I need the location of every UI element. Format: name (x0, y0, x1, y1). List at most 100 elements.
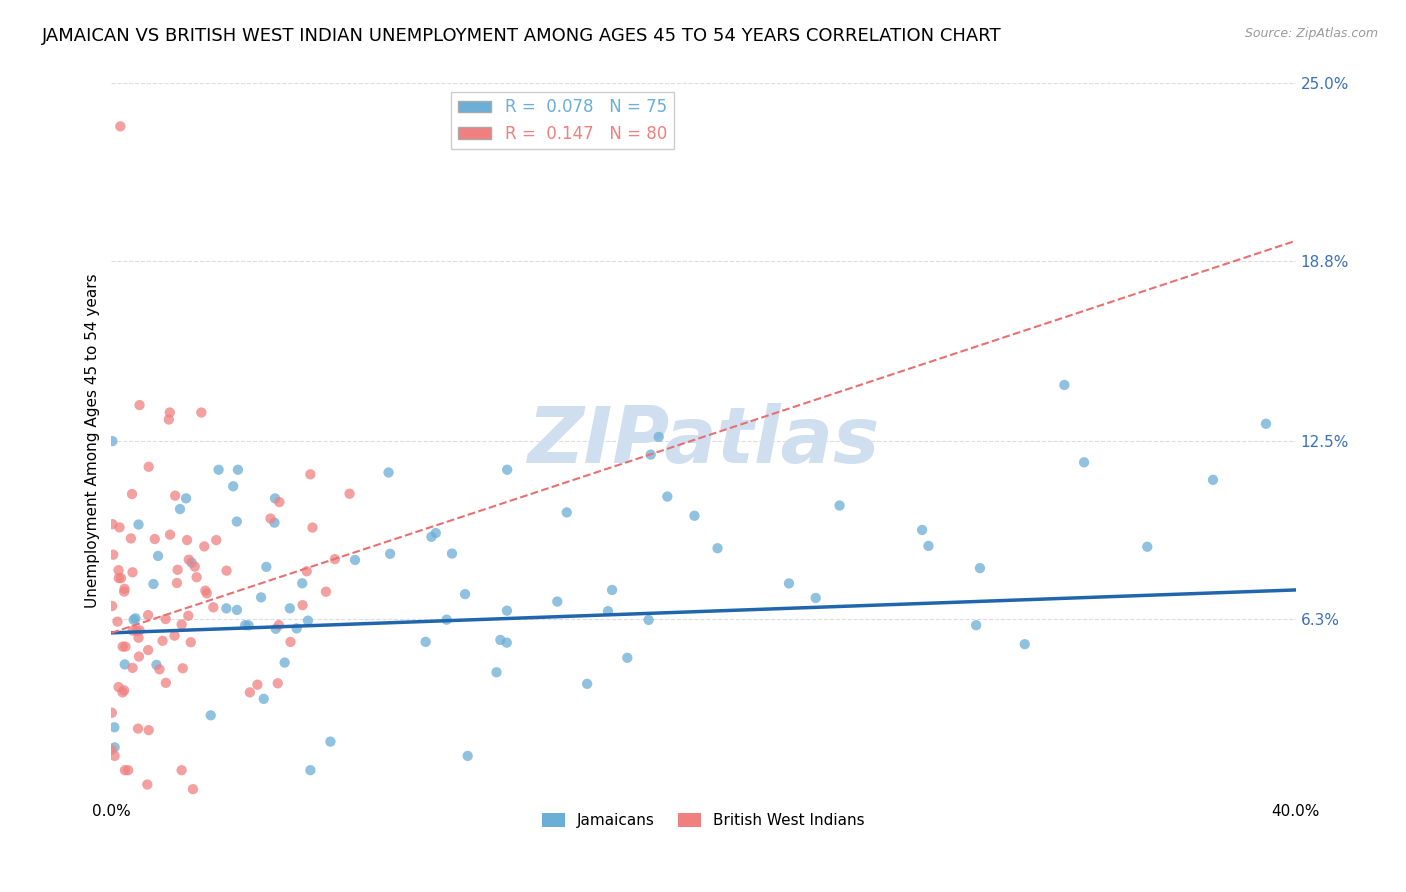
Point (194, 583, 217, 598)
Point (107, 680, 129, 694)
Point (440, 547, 463, 561)
Point (127, 722, 149, 736)
Point (155, 612, 177, 626)
Point (112, 683, 135, 698)
Point (778, 576, 800, 591)
Point (177, 608, 200, 623)
Point (121, 624, 143, 638)
Point (159, 527, 181, 541)
Point (190, 405, 212, 419)
Point (142, 577, 165, 591)
Point (111, 685, 134, 699)
Point (291, 576, 314, 591)
Point (343, 553, 366, 567)
Point (683, 508, 706, 523)
Text: JAMAICAN VS BRITISH WEST INDIAN UNEMPLOYMENT AMONG AGES 45 TO 54 YEARS CORRELATI: JAMAICAN VS BRITISH WEST INDIAN UNEMPLOY… (42, 27, 1002, 45)
Point (917, 539, 939, 553)
Point (180, 635, 202, 649)
Point (415, 635, 437, 649)
Text: Source: ZipAtlas.com: Source: ZipAtlas.com (1244, 27, 1378, 40)
Point (377, 466, 399, 480)
Point (1202, 473, 1225, 487)
Point (267, 618, 290, 632)
Point (184, 559, 207, 574)
Point (136, 778, 159, 792)
Point (114, 763, 136, 777)
Point (146, 549, 169, 563)
Point (136, 643, 159, 657)
Point (269, 495, 291, 509)
Point (122, 613, 145, 627)
Point (101, 434, 124, 449)
Point (640, 448, 662, 462)
Point (273, 656, 295, 670)
Point (226, 463, 249, 477)
Point (110, 571, 132, 585)
Point (101, 517, 124, 532)
Legend: Jamaicans, British West Indians: Jamaicans, British West Indians (536, 807, 870, 834)
Point (207, 463, 229, 477)
Point (121, 487, 143, 501)
Point (295, 564, 318, 578)
Point (1014, 637, 1036, 651)
Point (111, 640, 134, 654)
Point (100, 742, 122, 756)
Point (104, 748, 127, 763)
Point (200, 708, 222, 723)
Point (202, 600, 225, 615)
Point (108, 520, 131, 534)
Point (104, 740, 127, 755)
Point (495, 635, 517, 649)
Point (637, 613, 659, 627)
Point (546, 594, 568, 608)
Point (315, 584, 337, 599)
Point (128, 624, 150, 638)
Point (496, 604, 519, 618)
Point (174, 491, 197, 506)
Point (299, 763, 322, 777)
Point (114, 640, 136, 654)
Point (489, 632, 512, 647)
Point (166, 576, 188, 591)
Point (297, 614, 319, 628)
Point (233, 618, 256, 632)
Point (239, 685, 262, 699)
Point (159, 405, 181, 419)
Point (121, 566, 143, 580)
Point (128, 631, 150, 645)
Point (226, 603, 249, 617)
Point (120, 532, 142, 546)
Point (1254, 417, 1277, 431)
Point (128, 649, 150, 664)
Point (170, 617, 193, 632)
Point (339, 487, 361, 501)
Point (176, 533, 198, 547)
Point (616, 650, 638, 665)
Point (420, 530, 443, 544)
Point (107, 571, 129, 585)
Point (1073, 455, 1095, 469)
Point (648, 430, 671, 444)
Point (299, 467, 322, 482)
Point (136, 608, 159, 623)
Point (254, 560, 277, 574)
Point (263, 516, 285, 530)
Point (657, 490, 679, 504)
Point (138, 723, 160, 738)
Point (555, 505, 578, 519)
Point (264, 491, 287, 506)
Point (172, 661, 194, 675)
Point (436, 613, 458, 627)
Point (485, 665, 508, 680)
Point (1136, 540, 1159, 554)
Point (454, 587, 477, 601)
Point (828, 499, 851, 513)
Y-axis label: Unemployment Among Ages 45 to 54 years: Unemployment Among Ages 45 to 54 years (86, 274, 100, 608)
Point (225, 515, 247, 529)
Point (143, 532, 166, 546)
Point (323, 552, 346, 566)
Point (155, 676, 177, 690)
Point (250, 591, 273, 605)
Point (103, 548, 125, 562)
Point (121, 661, 143, 675)
